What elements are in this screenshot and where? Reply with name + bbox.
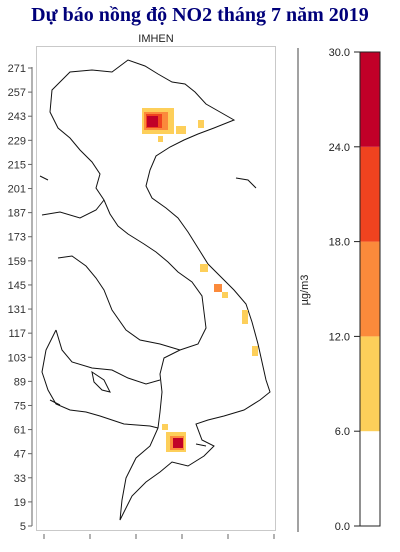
colorbar-band	[360, 52, 380, 147]
colorbar-tick-label: 30.0	[329, 47, 350, 59]
y-tick-label: 173	[8, 232, 26, 244]
colorbar-tick-label: 18.0	[329, 237, 350, 249]
y-tick-label: 243	[8, 111, 26, 123]
y-tick-label: 89	[14, 376, 26, 388]
y-tick-label: 131	[8, 304, 26, 316]
y-tick-label: 159	[8, 256, 26, 268]
y-tick-label: 215	[8, 159, 26, 171]
x-axis	[43, 534, 275, 539]
colorbar-tick-label: 6.0	[335, 426, 350, 438]
colorbar: 30.0 24.0 18.0 12.0 6.0 0.0 µg/m3	[299, 47, 381, 533]
colorbar-tick-label: 24.0	[329, 142, 350, 154]
y-tick-label: 271	[8, 63, 26, 75]
y-tick-label: 19	[14, 497, 26, 509]
map-subtitle: IMHEN	[138, 33, 174, 45]
y-tick-label: 5	[20, 521, 26, 533]
colorbar-tick-label: 12.0	[329, 331, 350, 343]
hotspot-central-coast	[200, 264, 258, 356]
y-axis: 271 257 243 229 215 201 187 173 159 145 131 117 103 8…	[8, 63, 33, 533]
y-tick-label: 47	[14, 449, 26, 461]
y-tick-label: 201	[8, 184, 26, 196]
colorbar-band	[360, 146, 380, 242]
map-title: Dự báo nồng độ NO2 tháng 7 năm 2019	[31, 4, 369, 26]
colorbar-band	[360, 336, 380, 432]
no2-hotspots	[142, 108, 258, 452]
y-tick-label: 187	[8, 208, 26, 220]
y-tick-label: 229	[8, 135, 26, 147]
colorbar-tick-label: 0.0	[335, 521, 350, 533]
y-tick-label: 145	[8, 280, 26, 292]
colorbar-band	[360, 241, 380, 337]
y-tick-label: 257	[8, 87, 26, 99]
vietnam-outline	[39, 59, 271, 521]
y-tick-label: 75	[14, 400, 26, 412]
colorbar-band	[360, 431, 380, 526]
map-frame	[36, 46, 276, 531]
colorbar-unit-label: µg/m3	[299, 275, 311, 306]
y-tick-label: 61	[14, 425, 26, 437]
hotspot-ha-noi	[142, 108, 174, 142]
hotspot-hai-phong	[176, 120, 204, 134]
y-tick-label: 117	[8, 328, 26, 340]
y-tick-label: 33	[14, 473, 26, 485]
y-tick-label: 103	[8, 352, 26, 364]
hotspot-ho-chi-minh-city	[162, 424, 186, 452]
